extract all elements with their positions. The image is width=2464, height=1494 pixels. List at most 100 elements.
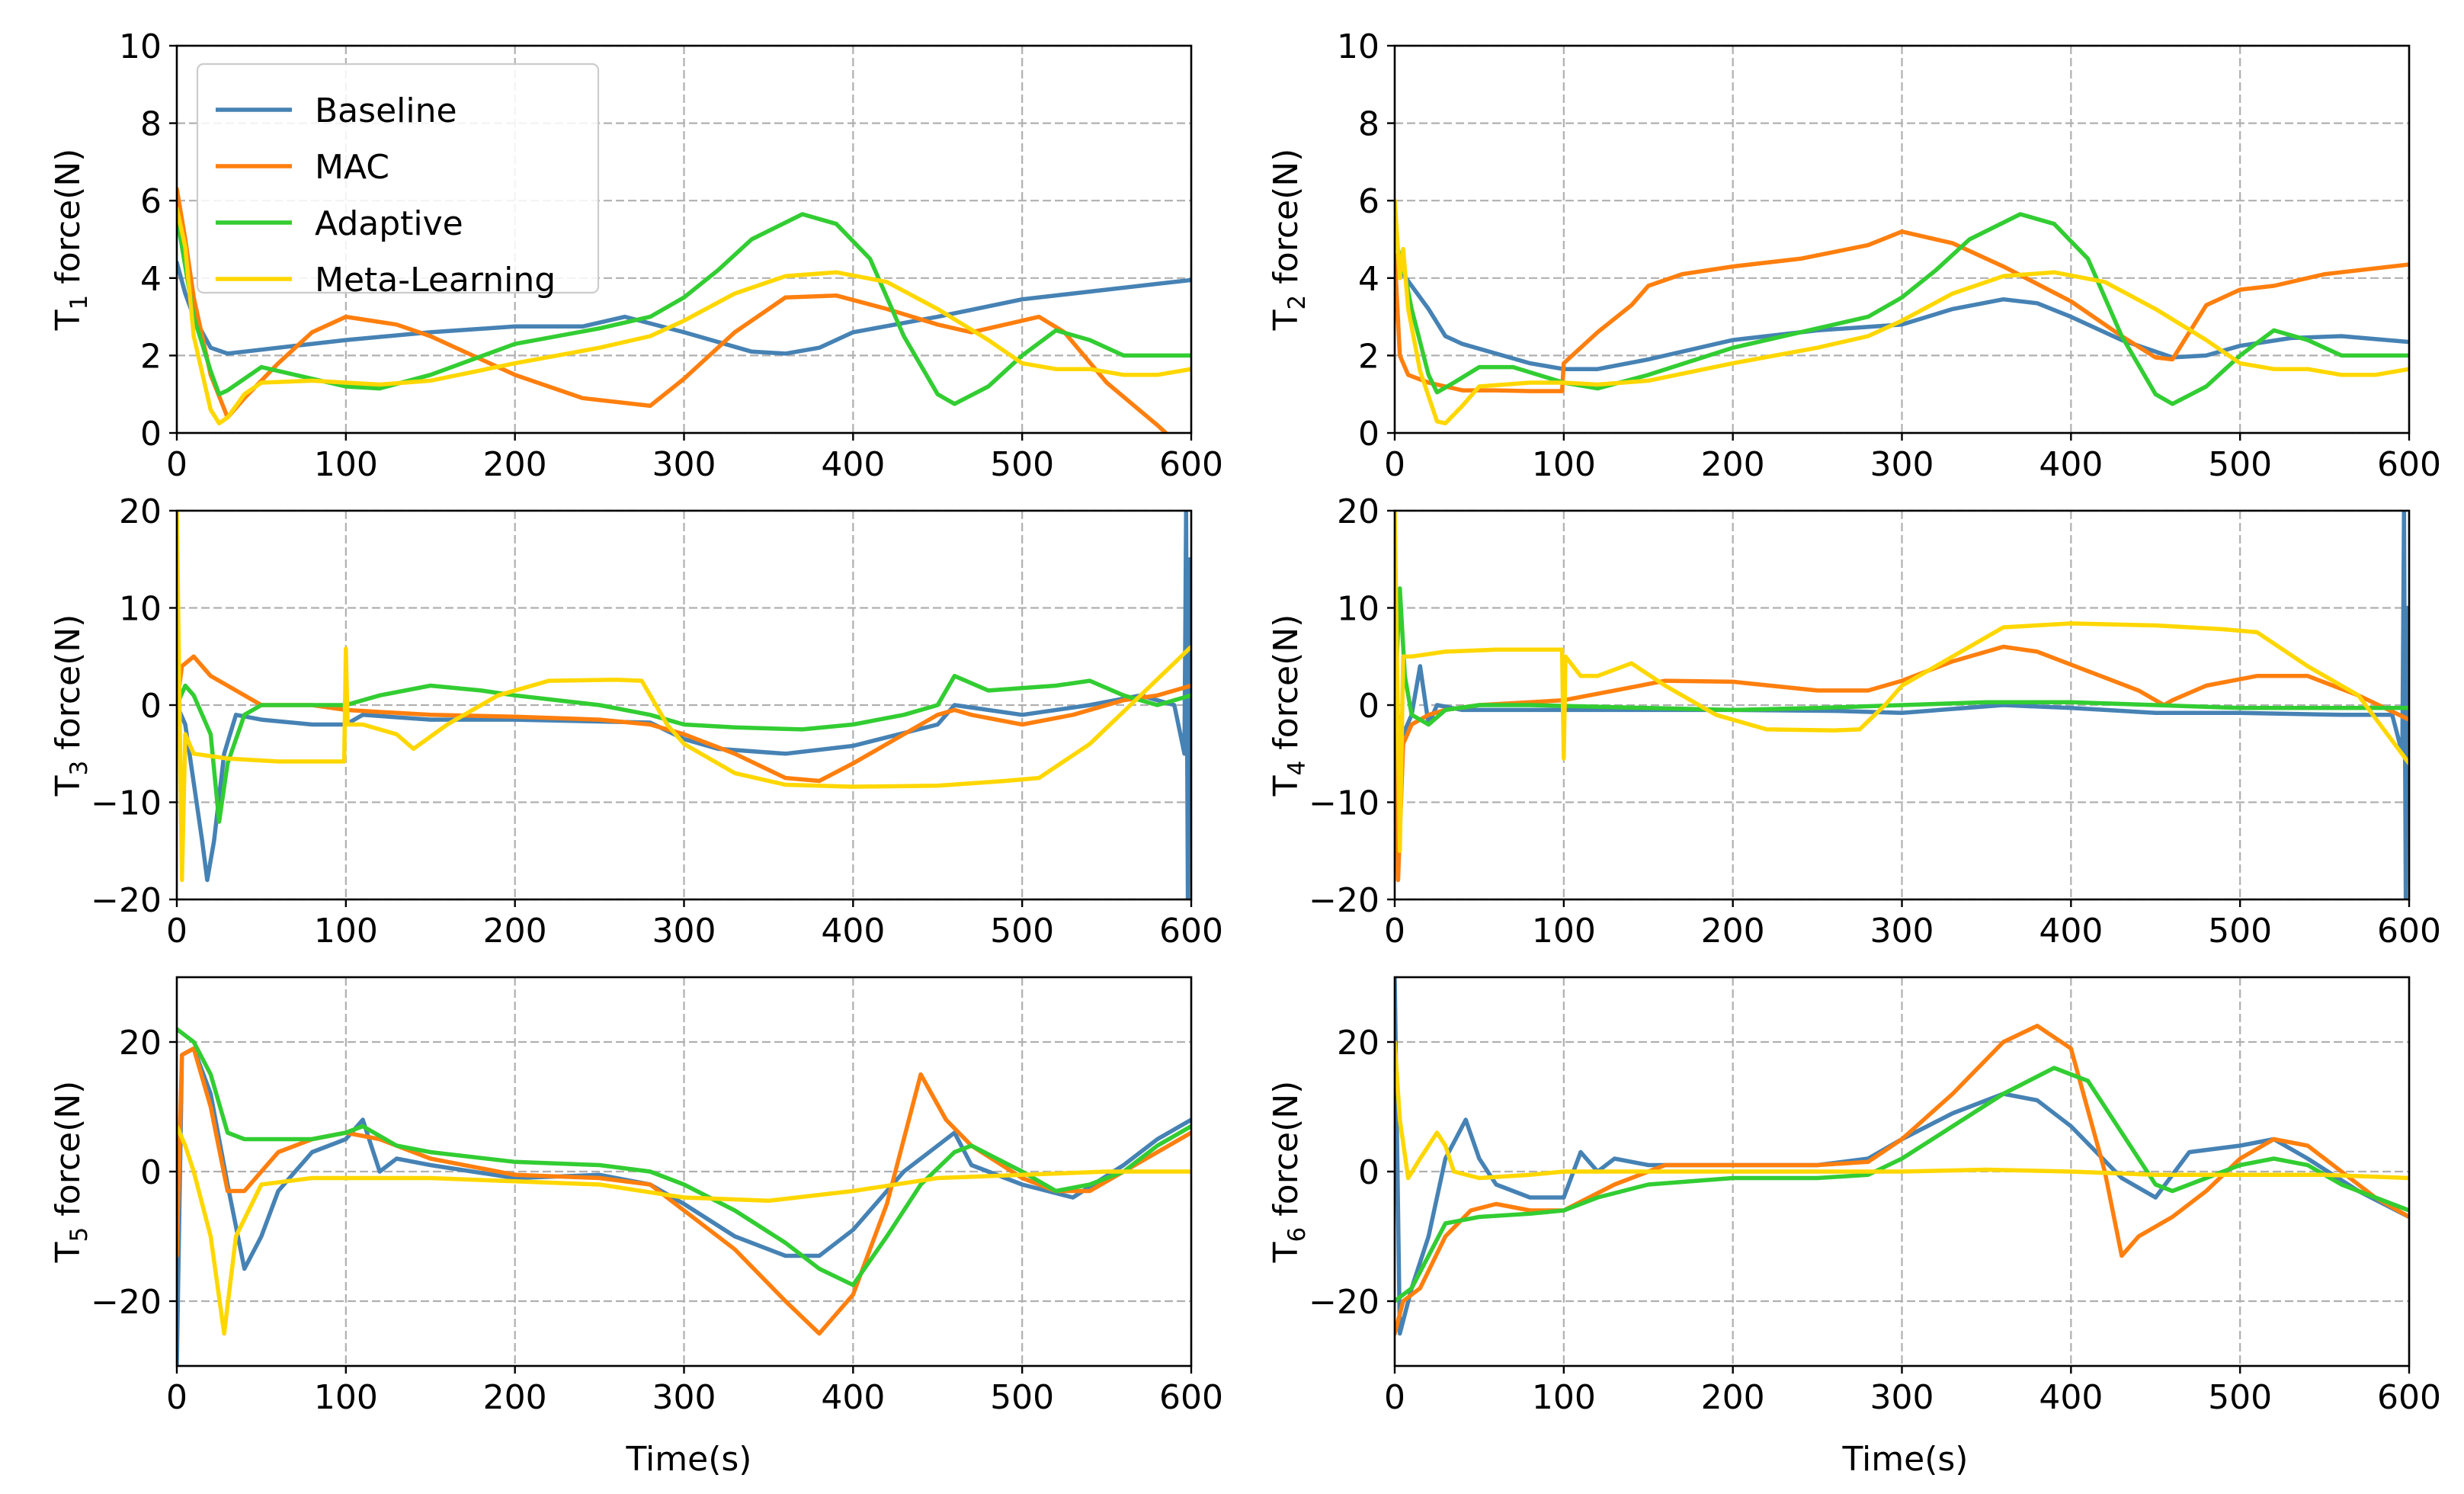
y-tick-label: 8 xyxy=(1358,105,1379,144)
x-tick-label: 300 xyxy=(652,1378,716,1417)
x-tick-label: 200 xyxy=(483,1378,547,1417)
series-line-adaptive xyxy=(177,1027,1191,1287)
series-line-adaptive xyxy=(1395,1066,2409,1303)
x-tick-label: 100 xyxy=(1532,1378,1596,1417)
x-tick-label: 300 xyxy=(1870,1378,1934,1417)
series-line-baseline xyxy=(177,260,1191,356)
x-tick-label: 300 xyxy=(1870,912,1934,951)
y-tick-label: 20 xyxy=(119,492,162,531)
x-axis-label-right: Time(s) xyxy=(1842,1440,1969,1479)
x-tick-label: 200 xyxy=(1701,445,1765,484)
y-axis-label-subscript: 2 xyxy=(1283,295,1311,310)
y-axis-label: T5 force(N) xyxy=(49,1081,93,1264)
y-axis-label-unit: force(N) xyxy=(1267,614,1306,761)
x-tick-label: 500 xyxy=(2208,445,2272,484)
series-group xyxy=(1395,977,2409,1336)
x-tick-label: 0 xyxy=(1384,445,1405,484)
x-tick-label: 500 xyxy=(990,445,1054,484)
x-tick-label: 600 xyxy=(1159,445,1223,484)
x-tick-label: 400 xyxy=(821,445,885,484)
y-tick-label: 8 xyxy=(140,105,162,144)
x-tick-label: 100 xyxy=(314,445,378,484)
y-axis-label: T2 force(N) xyxy=(1267,149,1311,332)
x-tick-label: 600 xyxy=(1159,1378,1223,1417)
y-axis-label-unit: force(N) xyxy=(1267,1081,1306,1227)
x-tick-label: 0 xyxy=(166,912,187,951)
x-tick-label: 100 xyxy=(1532,445,1596,484)
series-group xyxy=(177,187,1191,433)
chart-panel-6: 0 100 200 300 400 500 600 −20 0 20 T6 force(N) xyxy=(1267,976,2441,1417)
y-axis-label: T6 force(N) xyxy=(1267,1081,1311,1264)
x-tick-label: 0 xyxy=(1384,912,1405,951)
series-group xyxy=(177,511,1191,899)
y-tick-label: 20 xyxy=(1337,492,1379,531)
x-tick-label: 300 xyxy=(652,445,716,484)
series-line-mac xyxy=(177,654,1191,784)
x-tick-label: 200 xyxy=(483,912,547,951)
x-tick-label: 500 xyxy=(2208,912,2272,951)
y-tick-label: −10 xyxy=(1309,784,1379,823)
x-tick-label: 200 xyxy=(1701,912,1765,951)
y-tick-label: 0 xyxy=(140,415,162,454)
chart-panel-4: 0 100 200 300 400 500 600 −20 −10 0 10 20 T4 force(N… xyxy=(1267,492,2441,951)
series-line-meta-learning xyxy=(1395,511,2409,854)
series-line-meta-learning xyxy=(177,1124,1191,1336)
y-axis-label-main: T xyxy=(1267,309,1306,331)
chart-panel-5: 0 100 200 300 400 500 600 −20 0 20 T5 force(N) xyxy=(49,976,1223,1417)
y-tick-label: 6 xyxy=(140,182,162,221)
y-axis-label-unit: force(N) xyxy=(49,149,88,295)
legend: Baseline MAC Adaptive Meta-Learning xyxy=(196,63,600,300)
y-axis-label-main: T xyxy=(49,1242,88,1263)
legend-label: Meta-Learning xyxy=(315,261,556,300)
series-line-adaptive xyxy=(1395,212,2409,406)
y-axis-label-main: T xyxy=(49,309,88,331)
y-axis-label-main: T xyxy=(1267,775,1306,797)
x-tick-label: 0 xyxy=(166,445,187,484)
y-axis-label-unit: force(N) xyxy=(49,1081,88,1227)
y-axis-label: T1 force(N) xyxy=(49,149,93,332)
y-tick-label: 2 xyxy=(140,337,162,376)
y-tick-label: 4 xyxy=(140,260,162,299)
y-tick-label: −20 xyxy=(1309,1283,1379,1322)
y-tick-label: 6 xyxy=(1358,182,1379,221)
legend-label: Adaptive xyxy=(315,204,463,243)
x-tick-label: 200 xyxy=(483,445,547,484)
x-tick-label: 500 xyxy=(2208,1378,2272,1417)
y-tick-label: −10 xyxy=(91,784,162,823)
series-group xyxy=(177,1027,1191,1366)
y-tick-label: 2 xyxy=(1358,337,1379,376)
series-line-mac xyxy=(1395,1024,2409,1336)
y-axis-label-main: T xyxy=(1267,1242,1306,1263)
y-tick-label: 0 xyxy=(140,687,162,726)
series-line-meta-learning xyxy=(1395,1040,2409,1181)
y-tick-label: 0 xyxy=(1358,415,1379,454)
y-tick-label: 0 xyxy=(140,1153,162,1192)
x-tick-label: 400 xyxy=(2039,912,2103,951)
y-tick-label: 10 xyxy=(119,590,162,629)
y-axis-label-subscript: 3 xyxy=(66,761,93,776)
y-axis-label-subscript: 1 xyxy=(66,295,93,310)
chart-panel-3: 0 100 200 300 400 500 600 −20 −10 0 10 20 T3 force(N… xyxy=(49,492,1223,951)
x-tick-label: 300 xyxy=(652,912,716,951)
legend-label: MAC xyxy=(315,148,389,187)
x-tick-label: 0 xyxy=(1384,1378,1405,1417)
x-tick-label: 500 xyxy=(990,912,1054,951)
x-tick-label: 300 xyxy=(1870,445,1934,484)
series-line-mac xyxy=(177,1046,1191,1336)
y-axis-label-main: T xyxy=(49,775,88,797)
x-tick-label: 100 xyxy=(314,1378,378,1417)
series-line-mac xyxy=(1395,229,2409,393)
series-line-baseline xyxy=(177,1046,1191,1366)
legend-label: Baseline xyxy=(315,91,457,130)
x-tick-label: 100 xyxy=(314,912,378,951)
y-tick-label: 0 xyxy=(1358,1153,1379,1192)
series-line-meta-learning xyxy=(1395,198,2409,426)
x-tick-label: 500 xyxy=(990,1378,1054,1417)
y-tick-label: 20 xyxy=(119,1024,162,1063)
series-line-adaptive xyxy=(177,674,1191,824)
x-tick-label: 400 xyxy=(821,912,885,951)
y-tick-label: 20 xyxy=(1337,1024,1379,1063)
chart-panel-1: 0 100 200 300 400 500 600 0 2 4 6 8 10 T1 force(N) xyxy=(49,27,1223,484)
